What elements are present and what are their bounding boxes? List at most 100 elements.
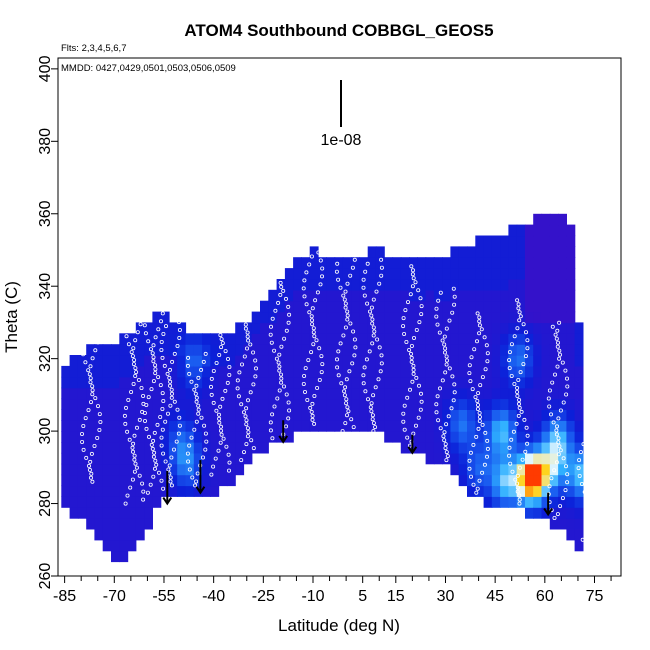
heatmap-cell [491,344,501,356]
heatmap-cell [61,409,71,421]
heatmap-cell [86,507,96,519]
heatmap-cell [475,235,485,247]
heatmap-cell [549,398,559,410]
sample-point [151,474,156,479]
heatmap-cell [574,376,584,389]
heatmap-cell [458,452,468,465]
sample-point [270,412,275,417]
heatmap-cell [342,333,352,345]
sample-point [130,354,135,359]
heatmap-cell [61,376,71,389]
heatmap-cell [566,289,576,302]
sample-point [475,486,480,491]
heatmap-cell [483,322,493,334]
sample-point [146,395,151,400]
x-axis: -85 -70 -55 -40 -25 -10 5 15 30 45 60 75 [53,576,612,605]
sample-point [556,416,561,421]
heatmap-cell [392,376,402,389]
heatmap-cell [185,442,195,454]
heatmap-cell [491,235,501,247]
heatmap-cell [94,355,104,367]
heatmap-cell [326,355,336,367]
sample-point [307,262,312,267]
sample-point [220,396,225,401]
sample-point [516,377,521,382]
heatmap-cell [318,311,327,324]
heatmap-cell [301,420,311,432]
sample-point [161,486,166,491]
heatmap-cell [193,474,203,487]
heatmap-cell [433,431,443,443]
heatmap-cell [359,420,369,432]
sample-point [151,438,156,443]
heatmap-cell [193,452,203,465]
sample-point [583,529,588,534]
heatmap-cell [516,420,526,432]
heatmap-cell [566,398,576,410]
heatmap-cell [144,376,153,389]
heatmap-cell [566,474,576,487]
heatmap-cell [94,344,104,356]
heatmap-cell [86,474,96,487]
heatmap-cell [268,376,278,389]
heatmap-cell [566,463,576,476]
heatmap-cell [86,463,96,476]
heatmap-cell [558,398,567,410]
sample-point [467,363,472,368]
sample-point [130,477,135,482]
heatmap-cell [541,213,551,226]
sample-point [152,466,157,471]
sample-point [554,460,559,465]
sample-point [87,467,92,472]
sample-point [525,338,530,343]
heatmap-cell [185,474,195,487]
heatmap-cell [301,365,311,378]
heatmap-cell [260,355,269,367]
heatmap-cell [69,365,79,378]
heatmap-cell [533,322,543,334]
heatmap-cell [318,322,327,334]
heatmap-cell [367,300,377,313]
heatmap-cell [574,398,584,410]
heatmap-cell [226,376,236,389]
heatmap-cell [425,279,435,291]
sample-point [437,330,442,335]
sample-point [176,320,181,325]
heatmap-cell [284,365,294,378]
sample-point [273,308,278,313]
heatmap-cell [268,355,278,367]
heatmap-cell [309,279,319,291]
sample-point [442,438,447,443]
sample-point [484,454,489,459]
heatmap-cell [566,365,576,378]
heatmap-cell [177,387,187,400]
sample-point [172,399,177,404]
heatmap-cell [375,289,385,302]
heatmap-cell [94,463,104,476]
heatmap-cell [491,452,501,465]
heatmap-cell [61,420,71,432]
heatmap-cell [392,311,402,324]
sample-point [81,447,86,452]
heatmap-cell [243,398,253,410]
sample-point [525,346,530,351]
heatmap-cell [375,409,385,421]
sample-point [152,450,157,455]
sample-point [401,316,406,321]
heatmap-cell [516,474,526,487]
sample-point [89,451,94,456]
sample-point [194,419,199,424]
heatmap-cell [251,322,261,334]
heatmap-cell [442,300,452,313]
sample-point [136,377,141,382]
heatmap-cell [566,279,576,291]
sample-point [225,380,230,385]
sample-point [550,380,555,385]
sample-point [515,298,520,303]
heatmap-cell [326,409,336,421]
heatmap-cell [558,420,567,432]
heatmap-cell [500,485,509,497]
sample-point [340,429,345,434]
sample-point [379,257,384,262]
heatmap-cell [508,474,518,487]
